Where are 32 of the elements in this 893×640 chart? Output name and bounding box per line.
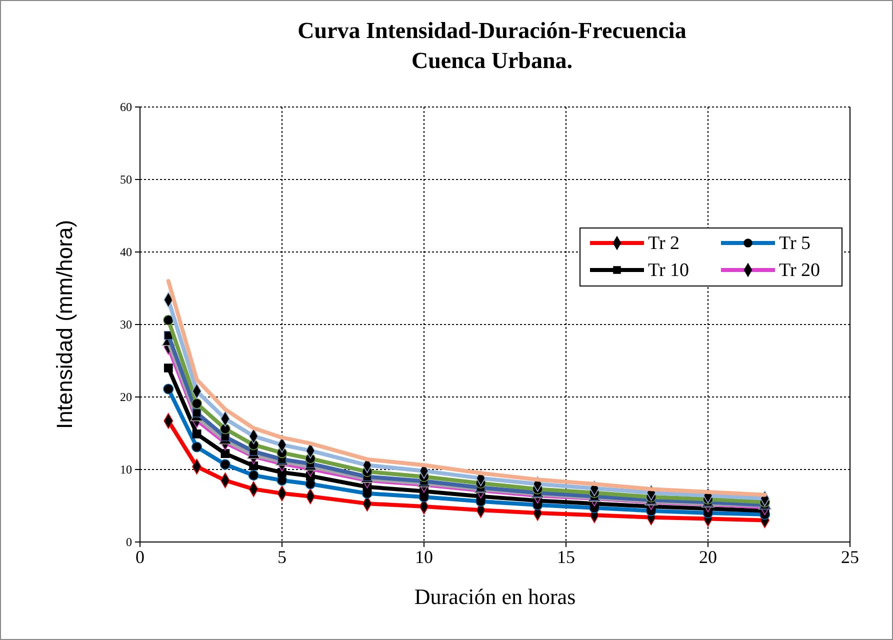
x-tick-label: 5 xyxy=(278,546,286,567)
point xyxy=(192,442,202,452)
point xyxy=(192,430,202,438)
point xyxy=(192,408,202,418)
point xyxy=(192,398,202,409)
point xyxy=(163,314,174,326)
x-tick-label: 20 xyxy=(699,546,717,567)
legend-label: Tr 5 xyxy=(779,233,811,254)
y-tick-label: 20 xyxy=(120,390,132,404)
y-tick-label: 10 xyxy=(120,462,132,476)
y-tick-label: 0 xyxy=(126,534,132,549)
legend-label: Tr 20 xyxy=(779,260,820,281)
y-tick-label: 40 xyxy=(120,244,132,259)
x-tick-label: 15 xyxy=(557,546,575,567)
y-tick-label: 50 xyxy=(120,172,132,186)
x-tick-label: 10 xyxy=(415,546,433,567)
y-tick-label: 30 xyxy=(120,317,132,332)
point xyxy=(249,461,258,470)
point xyxy=(163,384,174,394)
legend-label: Tr 2 xyxy=(648,233,680,254)
point xyxy=(220,449,230,458)
x-axis-title: Duración en horas xyxy=(414,584,576,609)
point xyxy=(220,459,230,470)
x-tick-label: 25 xyxy=(841,546,859,567)
point xyxy=(220,424,230,434)
point xyxy=(248,470,259,481)
x-tick-label: 0 xyxy=(136,546,144,567)
y-tick-label: 60 xyxy=(120,100,132,114)
legend-label: Tr 10 xyxy=(648,260,690,281)
point xyxy=(164,364,173,372)
chart-title: Curva Intensidad-Duración-Frecuencia Cuenca Urbana. xyxy=(298,18,687,73)
y-axis-title: Intensidad (mm/hora) xyxy=(52,220,77,430)
